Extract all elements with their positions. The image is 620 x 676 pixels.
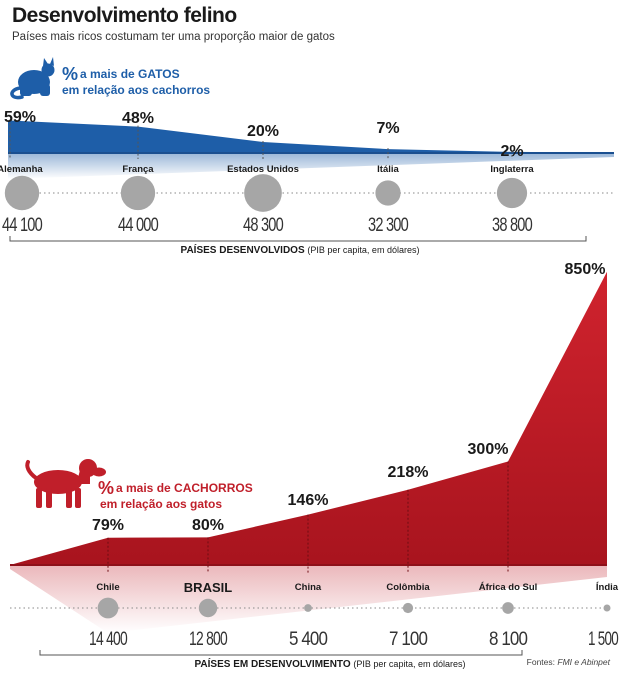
chart-subtitle: Países mais ricos costumam ter uma propo…: [12, 31, 335, 43]
dogs-area-reflection: [10, 565, 607, 633]
cats-chart: 59% Alemanha 48% França 20% Estados Unidos 7% I…: [0, 109, 614, 256]
dogs-gdp-label-colombia: 7 100: [389, 629, 427, 650]
cats-gdp-label-inglaterra: 38 800: [492, 215, 532, 236]
cats-axis-label: PAÍSES DESENVOLVIDOS: [181, 243, 308, 256]
dogs-chart: 79% Chile 80% BRASIL 146% China 218% Colômbia 30…: [10, 261, 619, 670]
cats-category-label-alemanha: Alemanha: [0, 164, 43, 175]
sources-note: Fontes: FMI e Abinpet: [527, 657, 610, 667]
cats-gdp-circle-alemanha: [4, 175, 40, 211]
dogs-gdp-label-india: 1 500: [588, 629, 618, 650]
cats-gdp-label-franca: 44 000: [118, 215, 158, 236]
sources-prefix: Fontes:: [526, 657, 556, 667]
dog-legend: % a mais de CACHORROS em relação aos gat…: [25, 459, 253, 511]
dogs-gdp-label-china: 5 400: [289, 629, 327, 650]
dog-legend-line2: em relação aos gatos: [100, 497, 222, 511]
dogs-category-label-colombia: Colômbia: [386, 582, 430, 593]
dogs-gdp-circle-india: [603, 604, 611, 612]
cats-value-label-franca: 48%: [122, 110, 154, 127]
dogs-gdp-circle-china: [304, 604, 312, 612]
cats-category-label-italia: Itália: [377, 164, 399, 175]
dogs-gdp-label-brasil: 12 800: [189, 629, 227, 650]
dogs-value-label-africa-do-sul: 300%: [468, 441, 509, 458]
dogs-value-label-chile: 79%: [92, 517, 124, 534]
cats-gdp-label-alemanha: 44 100: [2, 215, 42, 236]
cat-legend-line2: em relação aos cachorros: [62, 83, 210, 97]
cats-gdp-circle-franca: [120, 175, 156, 211]
cats-gdp-label-estados-unidos: 48 300: [243, 215, 283, 236]
cats-area-reflection: [8, 153, 614, 179]
dogs-gdp-circle-chile: [97, 597, 119, 619]
cats-category-label-inglaterra: Inglaterra: [490, 164, 534, 175]
cats-category-label-estados-unidos: Estados Unidos: [227, 164, 299, 175]
dogs-gdp-circle-brasil: [198, 598, 218, 618]
dogs-axis-caption: PAÍSES EM DESENVOLVIMENTO (PIB per capit…: [195, 657, 466, 670]
cats-axis-bracket: [9, 236, 587, 242]
cats-axis-sublabel: (PIB per capita, em dólares): [307, 245, 419, 255]
chart-title: Desenvolvimento felino: [12, 4, 237, 27]
dogs-gdp-label-chile: 14 400: [89, 629, 127, 650]
dogs-area: [10, 271, 607, 565]
cat-legend-line1: a mais de GATOS: [80, 67, 180, 81]
dogs-category-label-africa-do-sul: África do Sul: [479, 582, 538, 593]
cats-value-label-italia: 7%: [376, 120, 399, 137]
dogs-category-label-brasil: BRASIL: [184, 580, 232, 595]
cats-area: [8, 120, 614, 153]
dog-legend-line1: a mais de CACHORROS: [116, 481, 253, 495]
dogs-gdp-circle-colombia: [402, 602, 414, 614]
cats-axis-caption: PAÍSES DESENVOLVIDOS (PIB per capita, em…: [181, 243, 420, 256]
dogs-axis-label: PAÍSES EM DESENVOLVIMENTO: [195, 657, 354, 670]
cat-legend: % a mais de GATOS em relação aos cachorr…: [10, 57, 210, 100]
sources-names: FMI e Abinpet: [557, 657, 610, 667]
cats-gdp-circle-italia: [375, 180, 401, 206]
dogs-value-label-colombia: 218%: [388, 464, 429, 481]
cat-legend-pct: %: [62, 64, 78, 84]
dogs-category-label-india: Índia: [596, 582, 619, 593]
cats-gdp-circle-estados-unidos: [244, 174, 282, 212]
dogs-axis-bracket: [39, 650, 523, 656]
dogs-gdp-circle-africa-do-sul: [502, 602, 514, 614]
cats-category-label-franca: França: [122, 164, 154, 175]
dogs-gdp-label-africa-do-sul: 8 100: [489, 629, 527, 650]
cat-silhouette-icon: [10, 57, 55, 100]
cats-value-label-alemanha: 59%: [4, 109, 36, 126]
dog-silhouette-icon: [25, 459, 106, 508]
dogs-axis-sublabel: (PIB per capita, em dólares): [353, 659, 465, 669]
dogs-category-label-chile: Chile: [96, 582, 119, 593]
dogs-value-label-china: 146%: [288, 492, 329, 509]
dog-legend-pct: %: [98, 478, 114, 498]
cats-gdp-circle-inglaterra: [496, 177, 528, 209]
dogs-value-label-brasil: 80%: [192, 517, 224, 534]
dogs-category-label-china: China: [295, 582, 322, 593]
cats-value-label-inglaterra: 2%: [500, 143, 523, 160]
cats-value-label-estados-unidos: 20%: [247, 123, 279, 140]
dogs-value-label-india: 850%: [565, 261, 606, 278]
cats-gdp-label-italia: 32 300: [368, 215, 408, 236]
